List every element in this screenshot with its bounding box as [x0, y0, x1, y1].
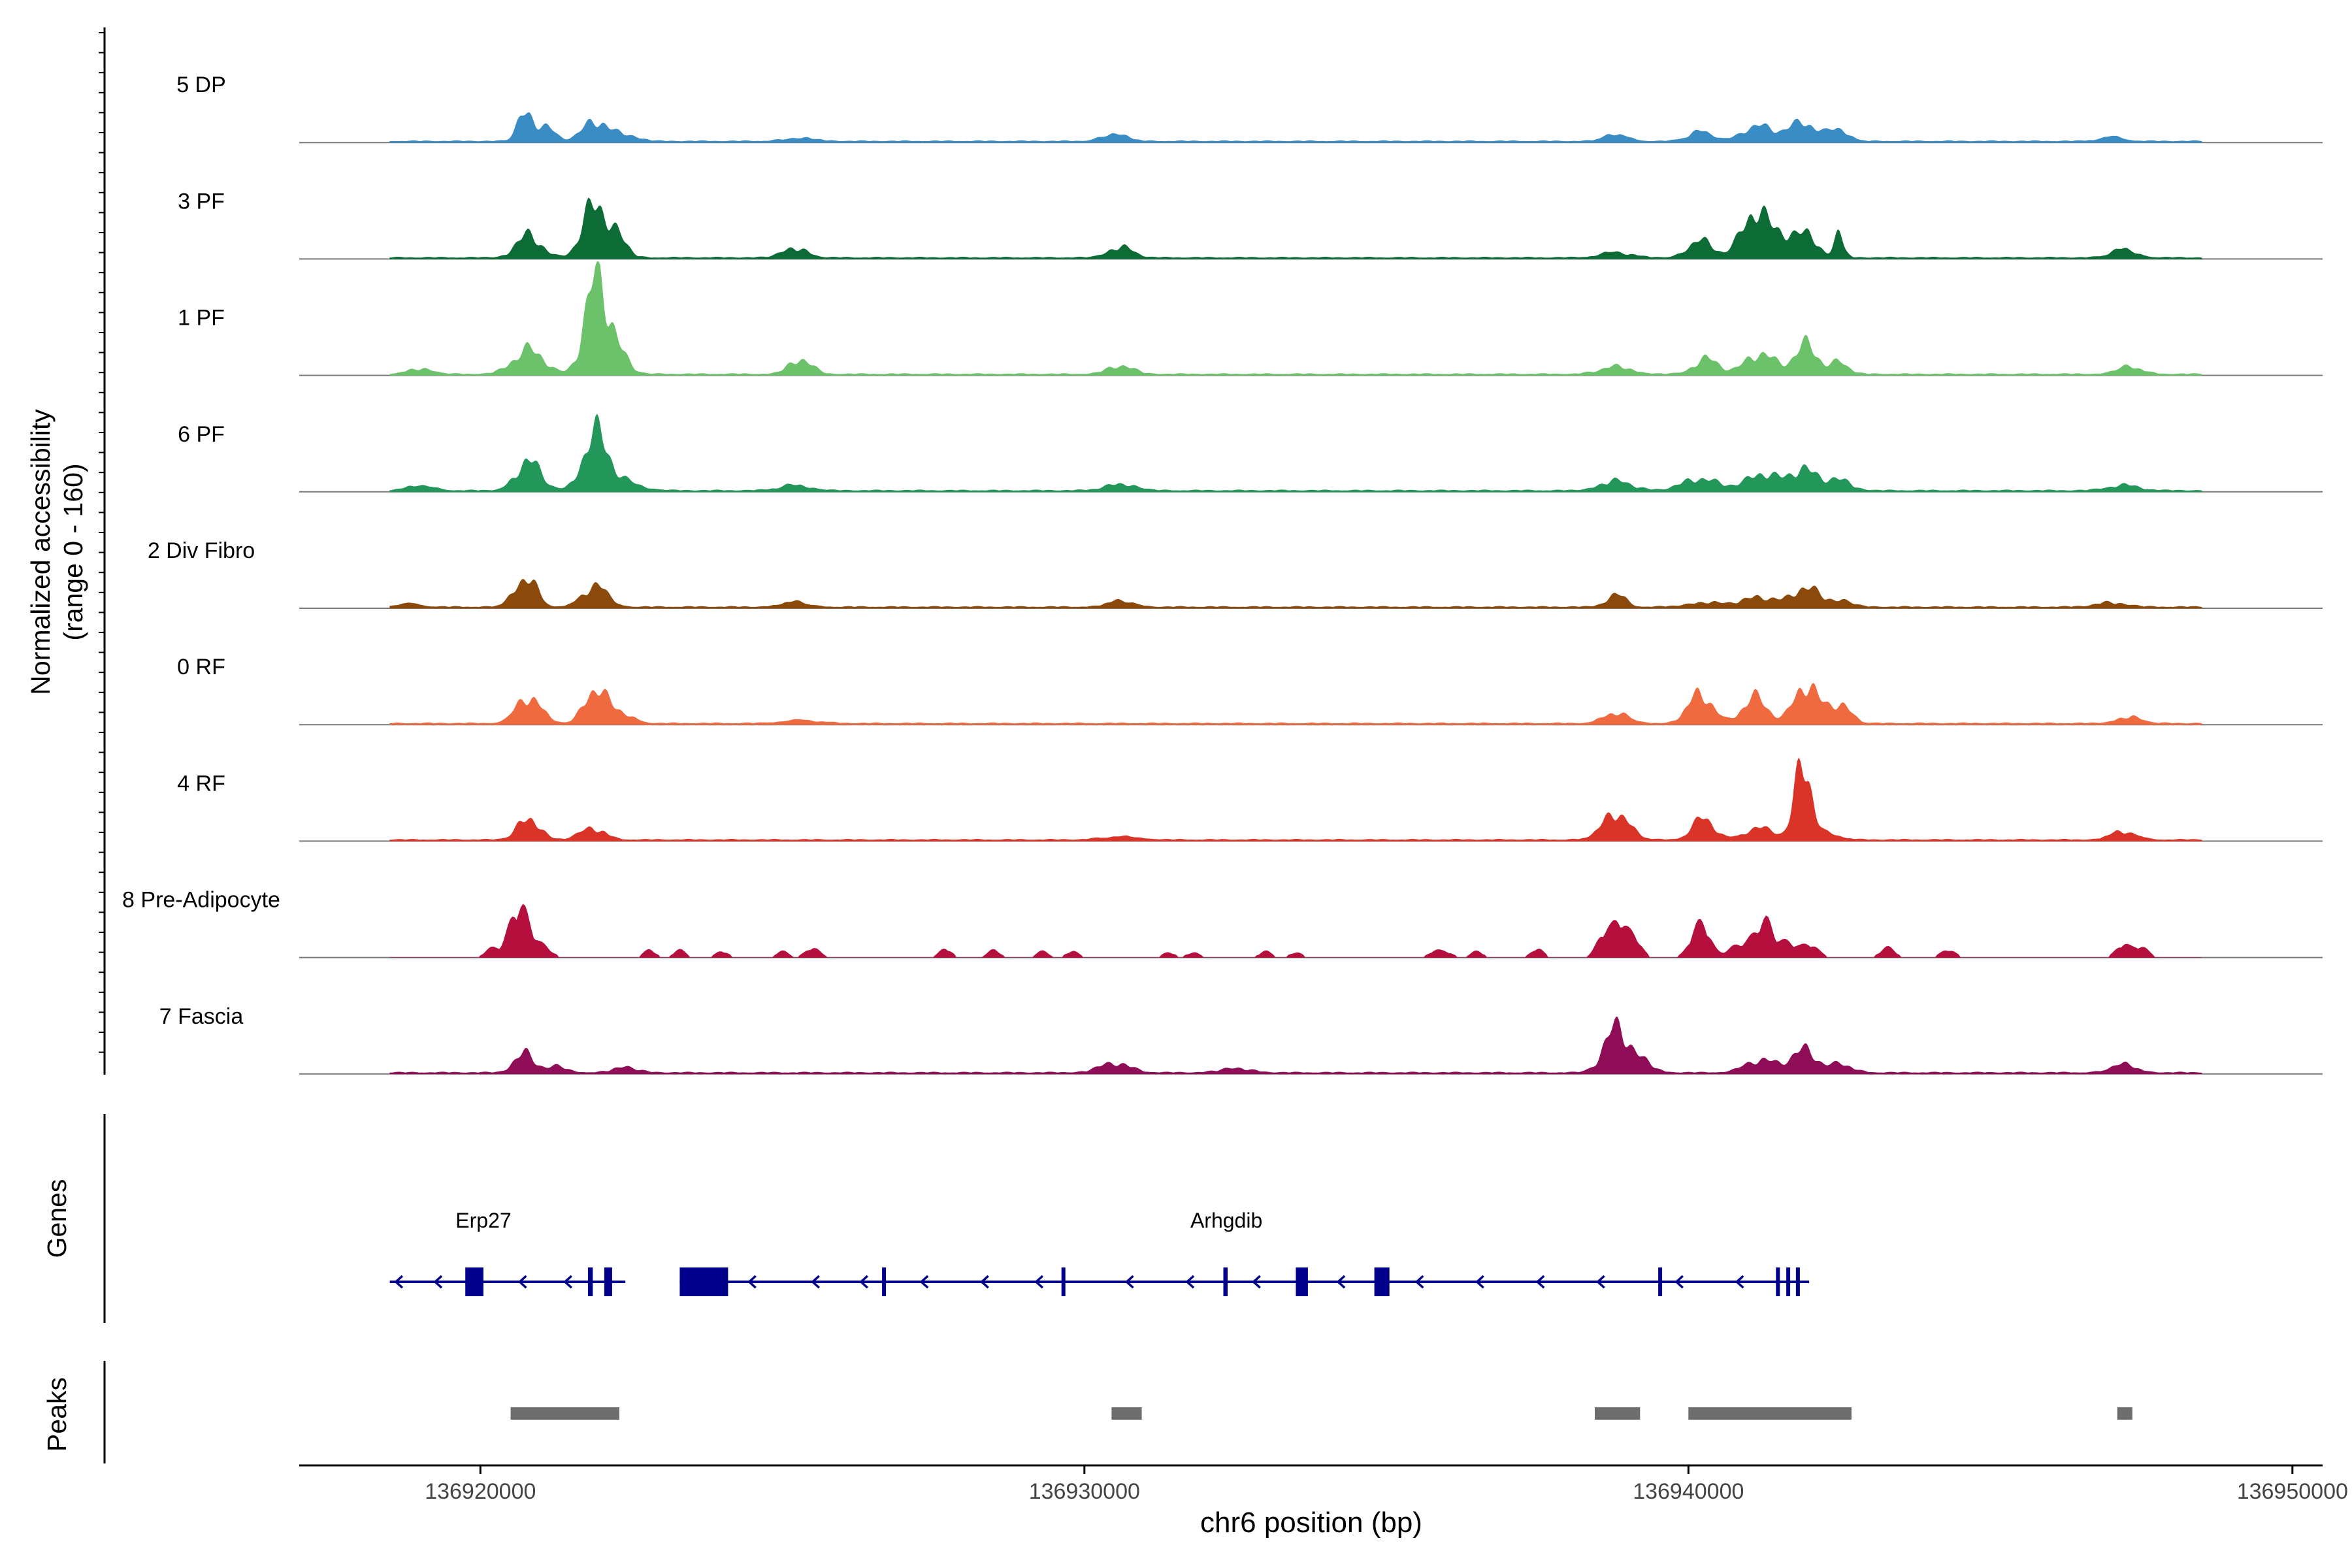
peak-region: [2117, 1407, 2132, 1420]
track-coverage-area: [389, 112, 2202, 143]
track-5-dp: 5 DP: [176, 73, 2323, 144]
strand-arrow: [1535, 1275, 1545, 1289]
gene-exon: [1776, 1267, 1780, 1296]
strand-arrow: [1475, 1275, 1484, 1289]
strand-arrow: [1336, 1275, 1346, 1289]
strand-arrow: [980, 1275, 989, 1289]
x-axis-title: chr6 position (bp): [1200, 1507, 1422, 1539]
gene-exon: [1374, 1267, 1390, 1296]
track-label: 3 PF: [178, 189, 225, 214]
track-coverage-area: [389, 414, 2202, 493]
strand-arrow: [1124, 1275, 1134, 1289]
track-2-div-fibro: 2 Div Fibro: [148, 538, 2323, 609]
gene-exon: [1786, 1267, 1791, 1296]
track-coverage-area: [389, 197, 2202, 259]
y-axis-label-line2: (range 0 - 160): [58, 463, 88, 640]
track-label: 5 DP: [176, 73, 226, 97]
genes-panel-label: Genes: [42, 1179, 72, 1258]
gene-exon: [679, 1267, 728, 1296]
gene-arhgdib: Arhgdib: [679, 1209, 1810, 1296]
peak-region: [1111, 1407, 1142, 1420]
track-6-pf: 6 PF: [178, 414, 2323, 493]
x-tick-label: 136940000: [1633, 1479, 1744, 1504]
track-1-pf: 1 PF: [178, 261, 2323, 376]
track-coverage-area: [389, 757, 2202, 841]
y-axis-label-line1: Normalized accessibility: [25, 409, 56, 695]
gene-exon: [1658, 1267, 1663, 1296]
strand-arrow: [1735, 1275, 1744, 1289]
gene-exon: [1061, 1267, 1066, 1296]
strand-arrow: [517, 1275, 527, 1289]
gene-exon: [1795, 1267, 1800, 1296]
gene-exon: [604, 1267, 612, 1296]
peaks-panel: Peaks: [42, 1361, 2132, 1463]
gene-label: Erp27: [455, 1209, 511, 1232]
strand-arrow: [811, 1275, 820, 1289]
track-labels-axis: Normalized accessibility (range 0 - 160): [25, 27, 106, 1075]
track-3-pf: 3 PF: [178, 189, 2323, 260]
track-coverage-area: [389, 1016, 2202, 1075]
peaks-panel-label: Peaks: [42, 1377, 72, 1452]
strand-arrow: [394, 1275, 404, 1289]
strand-arrow: [1034, 1275, 1044, 1289]
track-label: 7 Fascia: [159, 1004, 244, 1029]
strand-arrow: [747, 1275, 757, 1289]
strand-arrow: [433, 1275, 443, 1289]
gene-exon: [1223, 1267, 1228, 1296]
strand-arrow: [1414, 1275, 1424, 1289]
strand-arrow: [1595, 1275, 1605, 1289]
strand-arrow: [1252, 1275, 1261, 1289]
x-axis: 136920000 136930000 136940000 136950000 chr…: [299, 1464, 2348, 1539]
strand-arrow: [919, 1275, 929, 1289]
gene-exon: [587, 1267, 593, 1296]
track-coverage-area: [389, 578, 2202, 609]
track-4-rf: 4 RF: [177, 757, 2323, 842]
track-coverage-area: [389, 261, 2202, 376]
gene-label: Arhgdib: [1190, 1209, 1262, 1232]
x-tick-label: 136950000: [2237, 1479, 2348, 1504]
tracks-y-axis-ticks: [99, 32, 105, 1053]
strand-arrow: [859, 1275, 868, 1289]
x-tick-label: 136920000: [425, 1479, 536, 1504]
strand-arrow: [1185, 1275, 1195, 1289]
gene-erp27: Erp27: [389, 1209, 626, 1296]
genes-panel: Genes Erp27 Arhgdib: [42, 1114, 1810, 1323]
track-coverage-area: [389, 683, 2202, 725]
track-coverage-area: [389, 904, 2202, 958]
peak-region: [1688, 1407, 1852, 1420]
track-label: 0 RF: [177, 655, 225, 679]
track-label: 2 Div Fibro: [148, 538, 255, 563]
strand-arrow: [563, 1275, 572, 1289]
track-7-fascia: 7 Fascia: [159, 1004, 2323, 1075]
track-8-pre-adipocyte: 8 Pre-Adipocyte: [122, 888, 2323, 958]
strand-arrow: [1674, 1275, 1684, 1289]
track-label: 6 PF: [178, 422, 225, 447]
track-0-rf: 0 RF: [177, 655, 2323, 726]
gene-exon: [465, 1267, 483, 1296]
peak-region: [1595, 1407, 1641, 1420]
accessibility-tracks: 5 DP 3 PF 1 PF 6 PF 2 Div Fibro 0 RF 4 RF 8 Pre…: [122, 73, 2323, 1075]
track-label: 1 PF: [178, 306, 225, 331]
peak-region: [510, 1407, 619, 1420]
gene-exon: [882, 1267, 887, 1296]
track-label: 8 Pre-Adipocyte: [122, 888, 280, 913]
track-label: 4 RF: [177, 771, 225, 796]
gene-exon: [1296, 1267, 1308, 1296]
x-tick-label: 136930000: [1029, 1479, 1140, 1504]
